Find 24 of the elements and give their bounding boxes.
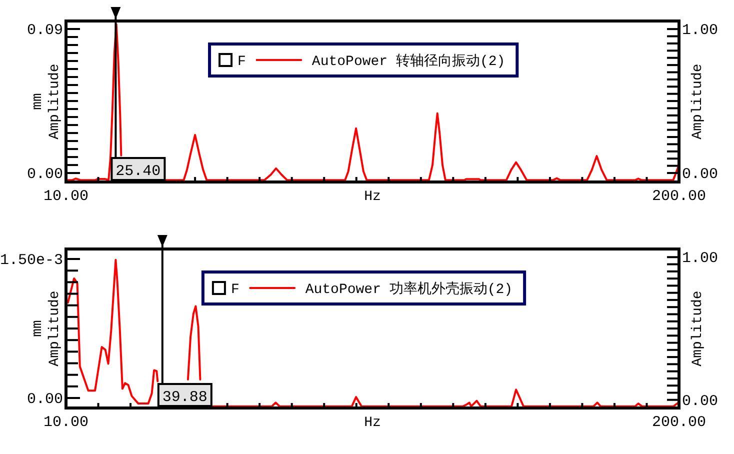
y-tick-label: 0.00 xyxy=(26,166,63,184)
x-tick-label: 10.00 xyxy=(43,188,89,205)
ref-line-label: 39.88 xyxy=(162,389,208,406)
y-tick-label: 1.50e-3 xyxy=(0,252,63,270)
x-axis-title: Hz xyxy=(364,415,381,431)
y2-tick-label: 1.00 xyxy=(682,22,718,40)
y2-axis-title: Amplitude xyxy=(690,290,706,366)
legend-title: F xyxy=(238,54,246,70)
y2-tick-label: 1.00 xyxy=(682,250,718,268)
y2-tick-label: 0.00 xyxy=(682,392,718,410)
ref-line-label: 25.40 xyxy=(116,163,161,180)
y2-axis-title: Amplitude xyxy=(690,64,706,140)
legend-label: AutoPower 功率机外壳振动(2) xyxy=(305,281,513,298)
y2-tick-label: 0.00 xyxy=(682,166,718,184)
x-tick-label: 10.00 xyxy=(43,414,89,431)
legend-label: AutoPower 转轴径向振动(2) xyxy=(312,53,506,70)
y-tick-label: 0.00 xyxy=(26,390,63,408)
y-tick-label: 0.09 xyxy=(26,22,63,39)
y-axis-title: mm Amplitude xyxy=(30,290,63,366)
legend-title: F xyxy=(230,282,240,298)
x-tick-label: 200.00 xyxy=(652,188,706,205)
y-axis-title: mm Amplitude xyxy=(30,64,63,140)
x-tick-label: 200.00 xyxy=(652,414,706,431)
x-axis-title: Hz xyxy=(364,189,381,205)
